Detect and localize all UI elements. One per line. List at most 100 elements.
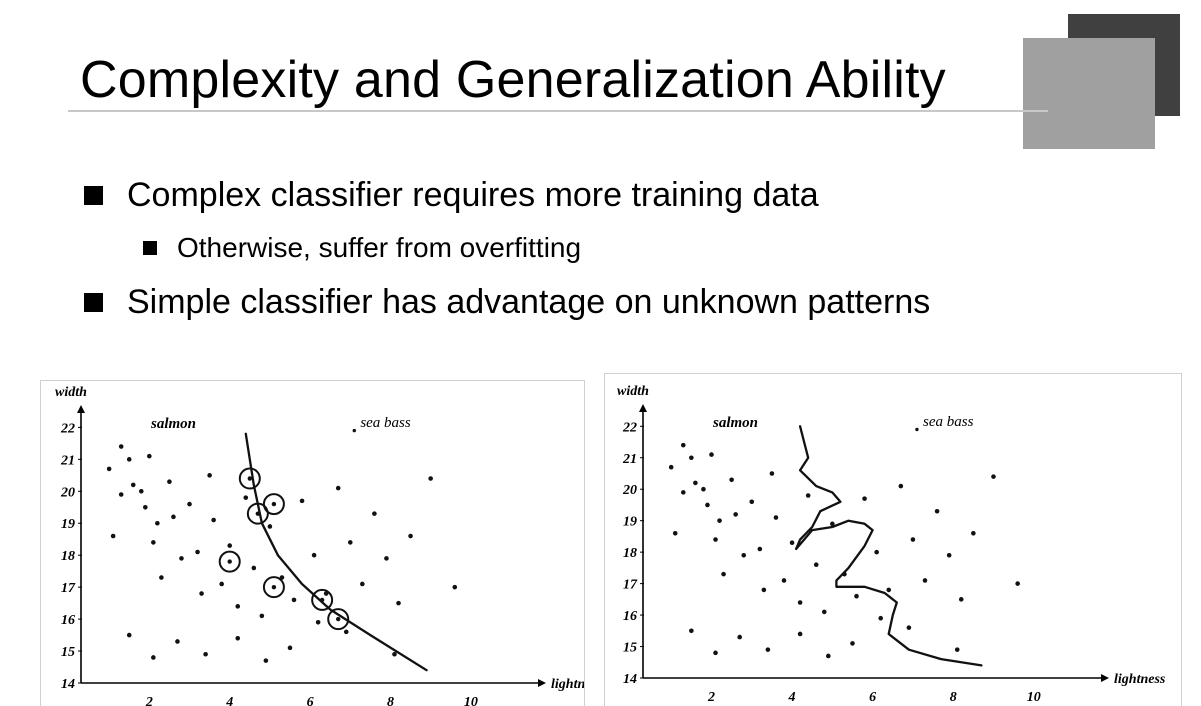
y-tick-label: 21 — [622, 452, 637, 467]
x-axis-arrow-icon — [538, 679, 546, 687]
data-point — [862, 496, 867, 501]
data-point — [452, 584, 458, 590]
data-point — [958, 597, 964, 602]
sea-bass-label: sea bass — [360, 415, 411, 431]
x-axis-arrow-icon — [1101, 674, 1109, 682]
bullet-item-1: Complex classifier requires more trainin… — [84, 176, 819, 215]
x-axis-label: lightness — [1114, 672, 1166, 687]
data-point — [155, 520, 160, 526]
data-point — [721, 571, 726, 577]
x-tick-label: 8 — [387, 695, 394, 706]
data-point — [110, 533, 116, 539]
data-point — [680, 490, 686, 495]
data-point — [259, 613, 265, 619]
x-tick-label: 10 — [464, 695, 478, 706]
data-point — [392, 651, 397, 657]
data-point — [126, 457, 132, 462]
data-point — [954, 647, 960, 652]
data-point — [179, 556, 184, 561]
data-point — [672, 530, 678, 536]
circled-point-marker — [311, 588, 334, 611]
data-point — [713, 650, 718, 656]
x-tick-label: 10 — [1027, 690, 1041, 705]
data-point — [878, 615, 883, 621]
y-tick-label: 14 — [61, 677, 75, 692]
left-scatter-chart: 141516171819202122246810widthlightnesssa… — [55, 385, 584, 706]
y-tick-label: 20 — [60, 485, 75, 500]
data-point — [717, 518, 722, 523]
data-point — [733, 512, 738, 517]
data-point — [789, 540, 795, 546]
data-point — [138, 488, 144, 494]
sub-bullet-text-1: Otherwise, suffer from overfitting — [177, 232, 582, 263]
data-point — [922, 578, 928, 583]
y-tick-label: 16 — [61, 613, 75, 628]
y-tick-label: 15 — [623, 641, 637, 656]
left-chart-panel: 141516171819202122246810widthlightnesssa… — [40, 380, 585, 706]
salmon-label: salmon — [150, 416, 196, 432]
data-point — [151, 655, 156, 660]
data-point — [199, 591, 204, 596]
decision-boundary — [794, 425, 983, 667]
sub-bullet-square-icon — [143, 241, 157, 255]
data-point — [227, 543, 233, 548]
data-point — [159, 575, 164, 580]
data-point — [910, 537, 916, 542]
data-point — [906, 625, 912, 630]
bullet-item-2: Simple classifier has advantage on unkno… — [84, 283, 930, 322]
data-point — [769, 471, 775, 476]
circled-point-marker — [262, 493, 285, 516]
data-point — [773, 515, 779, 520]
bullet-square-icon — [84, 186, 103, 205]
y-axis-arrow-icon — [77, 405, 85, 413]
data-point — [781, 578, 787, 583]
data-point — [147, 453, 152, 459]
y-axis-label: width — [55, 385, 87, 400]
data-point — [971, 530, 976, 536]
data-point — [689, 455, 694, 461]
data-point — [737, 634, 742, 640]
y-tick-label: 14 — [623, 672, 637, 687]
data-point — [207, 473, 212, 478]
x-tick-label: 2 — [145, 695, 153, 706]
bullet-text-2: Simple classifier has advantage on unkno… — [127, 283, 931, 321]
data-point — [287, 645, 293, 651]
circled-data-point — [227, 559, 232, 564]
data-point — [171, 514, 176, 520]
data-point — [701, 486, 706, 492]
bullet-text-1: Complex classifier requires more trainin… — [127, 176, 819, 214]
data-point — [360, 581, 365, 587]
y-tick-label: 18 — [61, 549, 75, 564]
data-point — [765, 647, 771, 652]
data-point — [821, 609, 827, 615]
data-point — [267, 524, 273, 529]
y-tick-label: 22 — [60, 421, 75, 436]
right-chart-panel: 14 15 16 17 18 19 20 21 22 2 4 6 8 10 width lightness sa… — [604, 373, 1182, 706]
data-point — [668, 464, 674, 470]
y-tick-label: 21 — [60, 453, 75, 468]
data-point — [106, 466, 112, 472]
data-point — [235, 604, 241, 609]
data-point — [761, 587, 767, 593]
circled-point-marker — [218, 550, 241, 573]
y-tick-label: 16 — [623, 609, 637, 624]
data-point — [428, 476, 433, 481]
data-point — [826, 653, 831, 659]
y-tick-label: 19 — [623, 515, 637, 530]
data-point — [203, 651, 208, 657]
data-point — [713, 537, 718, 542]
data-point — [263, 658, 269, 663]
data-point — [797, 631, 803, 637]
x-tick-label: 2 — [707, 690, 715, 705]
y-tick-label: 17 — [61, 581, 76, 596]
data-point — [343, 629, 349, 635]
data-point — [299, 498, 305, 504]
data-point — [693, 480, 698, 486]
y-tick-label: 17 — [623, 578, 638, 593]
circled-data-point — [247, 476, 252, 481]
data-point — [850, 641, 855, 646]
data-point — [805, 493, 811, 498]
decision-boundary — [244, 432, 428, 672]
salmon-label: salmon — [712, 415, 758, 431]
data-point — [130, 482, 136, 488]
